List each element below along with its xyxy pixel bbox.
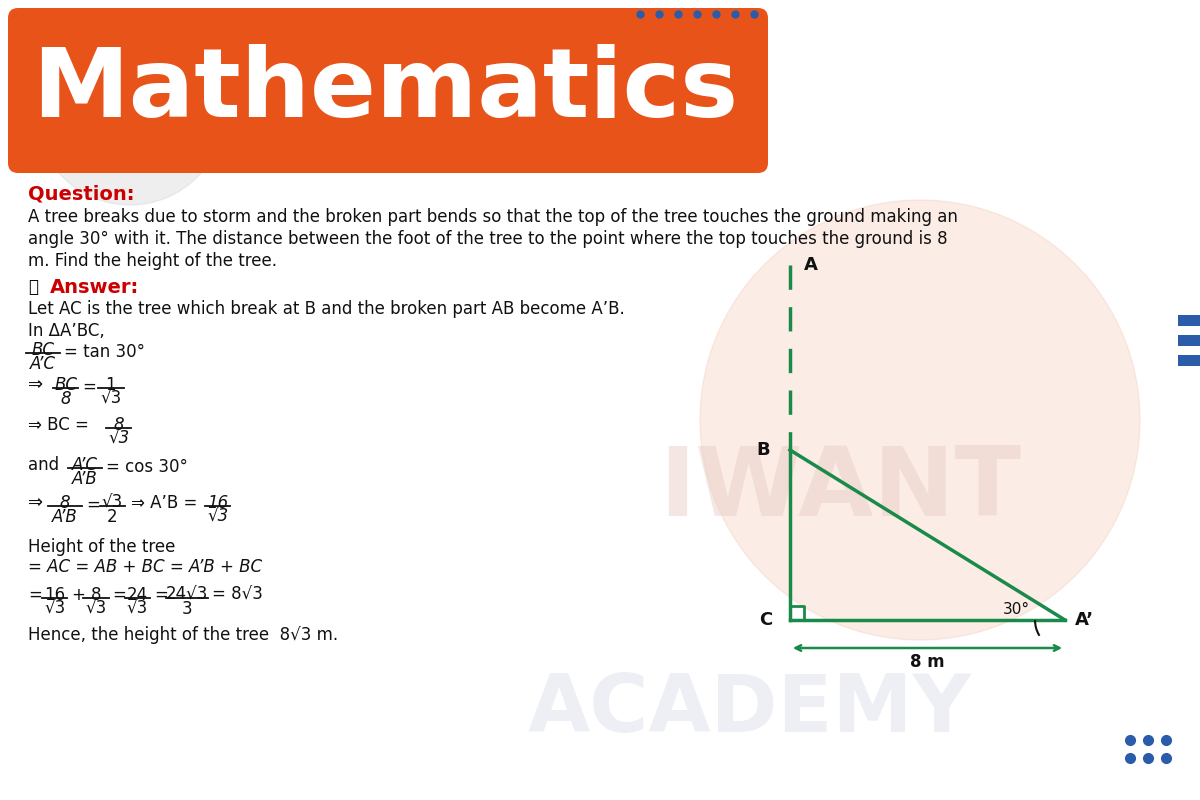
Text: = cos 30°: = cos 30° xyxy=(106,458,187,476)
Text: A’B: A’B xyxy=(52,508,78,526)
Text: =: = xyxy=(154,586,168,604)
Text: 1: 1 xyxy=(106,376,116,394)
Text: A’: A’ xyxy=(1075,611,1094,629)
Text: A’B: A’B xyxy=(72,470,98,488)
Text: BC: BC xyxy=(54,376,77,394)
FancyBboxPatch shape xyxy=(1178,335,1200,346)
Text: = AC = AB + BC = A’B + BC: = AC = AB + BC = A’B + BC xyxy=(28,558,262,576)
Text: 16: 16 xyxy=(44,586,65,604)
Text: √3: √3 xyxy=(108,430,130,448)
Text: A’C: A’C xyxy=(72,456,98,474)
Text: = tan 30°: = tan 30° xyxy=(64,343,145,361)
Text: and: and xyxy=(28,456,59,474)
Text: A’C: A’C xyxy=(30,354,56,373)
Text: m. Find the height of the tree.: m. Find the height of the tree. xyxy=(28,252,277,270)
FancyBboxPatch shape xyxy=(1178,315,1200,326)
FancyBboxPatch shape xyxy=(1178,355,1200,366)
Text: ⇒ BC =: ⇒ BC = xyxy=(28,416,89,434)
Text: 8: 8 xyxy=(91,586,101,604)
Text: In ΔA’BC,: In ΔA’BC, xyxy=(28,322,104,340)
Text: 30°: 30° xyxy=(1003,602,1030,617)
Text: C: C xyxy=(758,611,772,629)
Text: √3: √3 xyxy=(85,600,107,618)
Text: +: + xyxy=(71,586,85,604)
Text: Question:: Question: xyxy=(28,185,134,204)
Text: =: = xyxy=(86,496,100,514)
FancyBboxPatch shape xyxy=(8,8,768,173)
Text: √3: √3 xyxy=(208,508,228,526)
Text: 3: 3 xyxy=(182,600,192,618)
Circle shape xyxy=(35,15,226,205)
Text: IWANT: IWANT xyxy=(659,443,1021,537)
Text: angle 30° with it. The distance between the foot of the tree to the point where : angle 30° with it. The distance between … xyxy=(28,230,948,248)
Text: √3: √3 xyxy=(44,600,65,618)
Text: BC: BC xyxy=(31,341,54,359)
Text: Hence, the height of the tree  8√3 m.: Hence, the height of the tree 8√3 m. xyxy=(28,626,338,644)
Text: 8: 8 xyxy=(60,390,71,408)
Text: √3: √3 xyxy=(102,494,124,512)
Text: A: A xyxy=(804,256,818,274)
Text: ⇒ A’B =: ⇒ A’B = xyxy=(131,494,198,512)
Text: =: = xyxy=(83,378,96,396)
Text: 8 m: 8 m xyxy=(910,653,944,671)
Text: Answer:: Answer: xyxy=(50,278,139,297)
Text: √3: √3 xyxy=(101,390,121,408)
Circle shape xyxy=(700,200,1140,640)
Text: Height of the tree: Height of the tree xyxy=(28,538,175,556)
Text: 8: 8 xyxy=(60,494,71,512)
Text: Mathematics: Mathematics xyxy=(32,45,738,138)
Text: 16: 16 xyxy=(208,494,228,512)
Text: = 8√3: = 8√3 xyxy=(212,586,263,604)
Text: ⇒: ⇒ xyxy=(28,376,43,394)
Text: ⇒: ⇒ xyxy=(28,494,43,512)
Text: Let AC is the tree which break at B and the broken part AB become A’B.: Let AC is the tree which break at B and … xyxy=(28,300,625,318)
Text: B: B xyxy=(756,441,770,459)
Text: 24√3: 24√3 xyxy=(166,586,209,604)
Text: =: = xyxy=(28,586,42,604)
Text: A tree breaks due to storm and the broken part bends so that the top of the tree: A tree breaks due to storm and the broke… xyxy=(28,208,958,226)
Text: =: = xyxy=(113,586,126,604)
Text: 24: 24 xyxy=(127,586,148,604)
Text: 8: 8 xyxy=(113,416,124,434)
Text: √3: √3 xyxy=(126,600,148,618)
Text: 2: 2 xyxy=(107,508,118,526)
Text: ACADEMY: ACADEMY xyxy=(528,671,972,749)
Text: 📖: 📖 xyxy=(28,278,38,296)
